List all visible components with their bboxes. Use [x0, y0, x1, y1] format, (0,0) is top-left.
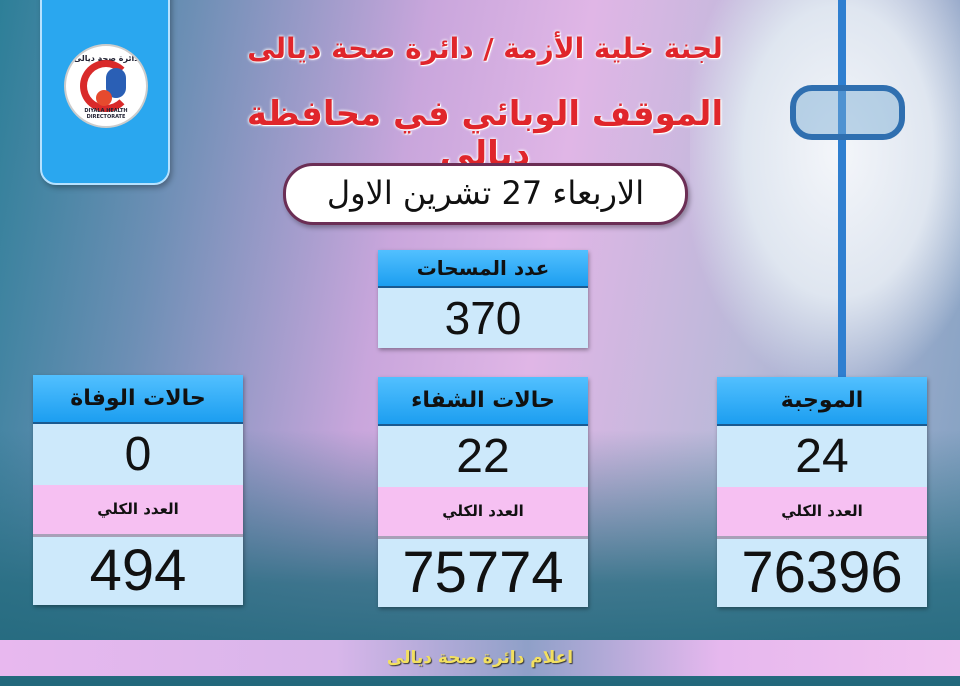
card-label: حالات الشفاء	[378, 377, 588, 426]
suit-stripe	[838, 0, 846, 380]
card-label: حالات الوفاة	[33, 375, 243, 424]
crescent-icon	[80, 60, 132, 112]
logo-english-text: DIYALA HEALTH DIRECTORATE	[84, 108, 128, 120]
logo-arabic-text: دائرة صحة ديالى	[73, 54, 139, 63]
header-line1: لجنة خلية الأزمة / دائرة صحة ديالى	[247, 32, 723, 65]
deaths-card: حالات الوفاة 0 العدد الكلي 494	[33, 375, 243, 605]
card-total-label: العدد الكلي	[33, 485, 243, 537]
apple-icon	[96, 90, 112, 106]
tests-card: عدد المسحات 370	[378, 250, 588, 348]
goggles-image	[790, 85, 905, 140]
date-pill: الاربعاء 27 تشرين الاول	[283, 163, 688, 225]
header-line2: الموقف الوبائي في محافظة ديالى	[246, 94, 724, 174]
logo-panel: دائرة صحة ديالى DIYALA HEALTH DIRECTORAT…	[40, 0, 170, 185]
tests-value: 370	[378, 288, 588, 348]
recovered-card: حالات الشفاء 22 العدد الكلي 75774	[378, 377, 588, 607]
card-total: 76396	[717, 539, 927, 607]
card-total: 494	[33, 537, 243, 605]
card-total: 75774	[378, 539, 588, 607]
card-daily: 22	[378, 426, 588, 487]
positive-card: الموجبة 24 العدد الكلي 76396	[717, 377, 927, 607]
people-icon	[106, 68, 126, 98]
diyala-health-logo: دائرة صحة ديالى DIYALA HEALTH DIRECTORAT…	[64, 44, 148, 128]
footer-credit: اعلام دائرة صحة ديالى	[0, 640, 960, 676]
card-total-label: العدد الكلي	[378, 487, 588, 539]
tests-label: عدد المسحات	[378, 250, 588, 288]
card-label: الموجبة	[717, 377, 927, 426]
card-daily: 24	[717, 426, 927, 487]
card-total-label: العدد الكلي	[717, 487, 927, 539]
health-worker-photo	[690, 0, 960, 380]
card-daily: 0	[33, 424, 243, 485]
